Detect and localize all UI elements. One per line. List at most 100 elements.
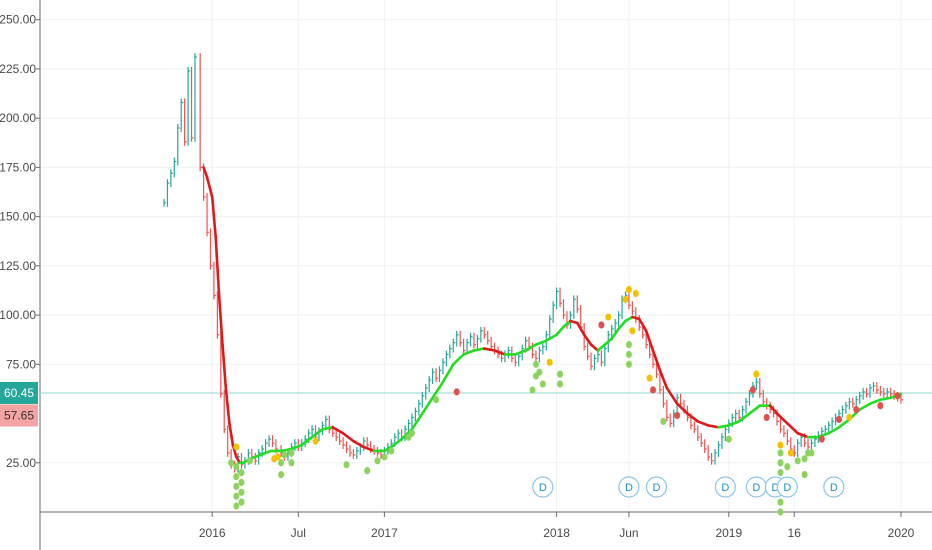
signal-dot: [660, 417, 667, 426]
moving-average-segment: [786, 422, 799, 435]
signal-dot: [288, 449, 295, 457]
moving-average-segment: [389, 437, 403, 449]
moving-average-segment: [658, 368, 669, 390]
moving-average-segment: [737, 412, 751, 423]
moving-average-segment: [228, 422, 235, 447]
dividend-marker[interactable]: [645, 476, 668, 498]
signal-dot: [777, 459, 784, 467]
signal-dot: [836, 415, 843, 424]
moving-average-segment: [221, 343, 228, 392]
signal-dot: [453, 388, 460, 396]
signal-dot: [598, 321, 605, 329]
dividend-marker[interactable]: [776, 476, 798, 498]
moving-average-segment: [610, 327, 620, 341]
moving-average-segment: [341, 431, 355, 443]
signal-dot: [233, 443, 240, 451]
signal-dot: [846, 413, 853, 422]
moving-average-segment: [362, 445, 376, 453]
moving-average-segment: [768, 404, 779, 415]
signal-dot: [233, 482, 240, 490]
moving-average-segment: [665, 386, 679, 405]
moving-average-segment: [868, 398, 882, 405]
signal-dot: [853, 406, 860, 414]
signal-dot: [238, 488, 245, 496]
signal-dot: [777, 469, 784, 477]
signal-dot: [818, 435, 825, 443]
moving-average-segment: [837, 418, 851, 429]
signal-dot: [625, 360, 632, 368]
moving-average-segment: [644, 329, 655, 352]
signal-dot: [777, 441, 784, 449]
chart-grid: [40, 0, 932, 512]
dividend-marker[interactable]: [532, 476, 554, 498]
moving-average-segment: [651, 349, 662, 372]
signal-dot: [725, 435, 732, 443]
moving-average-segment: [279, 447, 293, 453]
price-tag-bg: [0, 381, 38, 404]
moving-average-segment: [331, 426, 345, 435]
dividend-marker[interactable]: [823, 476, 845, 498]
signal-dot: [278, 459, 285, 467]
signal-dot: [622, 295, 629, 303]
signal-dot: [233, 463, 240, 471]
signal-dot: [794, 457, 801, 465]
signal-dot: [529, 386, 536, 394]
moving-average-segment: [603, 337, 614, 346]
x-tick-label: Jul: [291, 526, 306, 540]
moving-average-segment: [205, 175, 214, 199]
moving-average-segment: [462, 349, 476, 356]
signal-dot: [877, 402, 884, 410]
signal-dot: [539, 380, 546, 388]
signal-dot: [763, 413, 770, 422]
signal-dot: [278, 470, 285, 479]
dividend-marker[interactable]: [618, 476, 640, 498]
moving-average-segment: [410, 412, 424, 431]
moving-average-segment: [290, 443, 304, 451]
dividend-marker[interactable]: [714, 476, 736, 498]
y-tick-label: 225.00: [0, 62, 36, 76]
moving-average-segment: [352, 439, 366, 449]
moving-average-segment: [321, 426, 335, 431]
signal-dot: [650, 386, 657, 394]
moving-average-segment: [624, 315, 634, 323]
signal-dot: [536, 368, 543, 376]
dividend-label: D: [721, 482, 729, 494]
signal-dot: [364, 467, 371, 475]
signal-dot: [546, 358, 553, 366]
signal-dot: [801, 455, 808, 463]
moving-average-segment: [493, 349, 507, 356]
moving-average-segment: [300, 435, 314, 447]
moving-average-segment: [451, 353, 465, 366]
signal-dot: [646, 374, 653, 382]
moving-average-segment: [796, 431, 810, 439]
x-tick-label: 2016: [199, 526, 226, 540]
moving-average-segment: [637, 317, 648, 333]
moving-average-segment: [775, 412, 789, 425]
moving-average-segment: [575, 321, 586, 337]
signal-dot: [228, 459, 235, 467]
moving-average-segment: [717, 424, 731, 429]
signal-dot: [233, 492, 240, 500]
moving-average-segment: [727, 420, 741, 427]
price-bars: [163, 53, 904, 473]
signal-dot: [808, 449, 815, 457]
dividend-label: D: [771, 482, 779, 494]
signal-dot: [632, 289, 639, 298]
signal-dot: [801, 470, 808, 479]
moving-average-segment: [686, 412, 700, 423]
moving-average-segment: [472, 347, 486, 352]
signal-dot: [777, 449, 784, 457]
signal-dot: [238, 469, 245, 477]
x-tick-label: 2019: [715, 526, 742, 540]
x-axis-ticks: 2016 Jul 2017 2018 Jun 2019 16 2020: [199, 512, 915, 540]
moving-average-segment: [259, 449, 273, 457]
signal-dot: [233, 502, 240, 510]
signal-dot: [784, 463, 791, 471]
x-tick-label: Jun: [619, 526, 638, 540]
signal-dot: [753, 370, 760, 378]
moving-average-segment: [420, 396, 434, 415]
signal-dot: [381, 453, 388, 461]
y-tick-label: 200.00: [0, 111, 36, 125]
